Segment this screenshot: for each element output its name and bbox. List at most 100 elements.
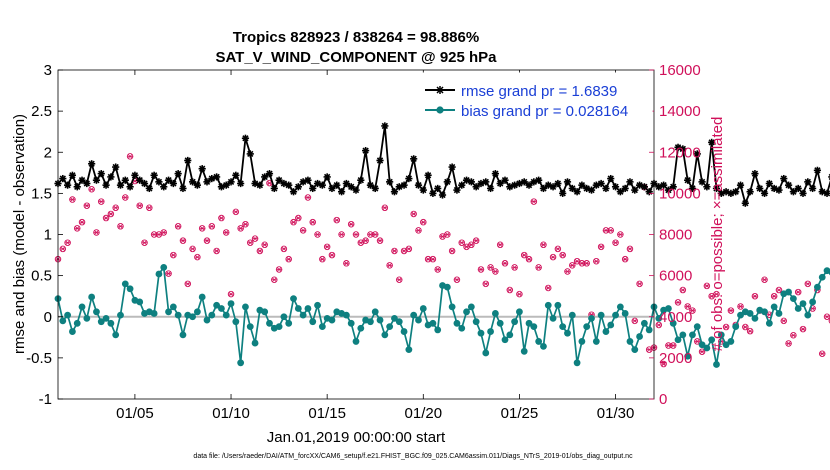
- obs-possible-point: [684, 303, 691, 310]
- rmse-point: [760, 189, 769, 197]
- obs-assimilated-point: [488, 265, 493, 270]
- rmse-point: [539, 184, 548, 193]
- bias-point: [597, 311, 605, 319]
- left-y-tick-label: 3: [44, 62, 52, 79]
- bias-point: [516, 308, 523, 316]
- obs-assimilated-point: [295, 215, 301, 221]
- obs-assimilated-point: [291, 219, 296, 225]
- obs-assimilated-point: [103, 215, 109, 221]
- obs-possible-point: [323, 243, 331, 251]
- bias-point: [189, 313, 196, 321]
- obs-possible-point: [722, 323, 730, 331]
- obs-possible-point: [271, 276, 278, 283]
- obs-assimilated-point: [247, 240, 253, 246]
- rmse-point: [467, 178, 475, 186]
- rmse-point: [559, 189, 567, 197]
- obs-possible-point: [727, 307, 735, 314]
- rmse-point: [438, 191, 447, 199]
- obs-assimilated-point: [137, 203, 143, 208]
- obs-assimilated-point: [286, 256, 292, 262]
- obs-assimilated-point: [223, 230, 229, 235]
- rmse-point: [443, 178, 451, 186]
- obs-assimilated-point: [473, 238, 479, 243]
- obs-possible-point: [275, 266, 283, 273]
- rmse-point: [741, 199, 749, 207]
- bias-point: [69, 328, 76, 335]
- rmse-point: [736, 181, 745, 189]
- obs-possible-point: [468, 241, 475, 249]
- bias-point: [213, 301, 221, 309]
- bias-point: [309, 318, 317, 326]
- bias-point: [102, 314, 110, 322]
- obs-assimilated-point: [795, 289, 801, 295]
- obs-assimilated-point: [65, 240, 71, 246]
- obs-assimilated-point: [627, 246, 633, 252]
- bias-point: [400, 328, 408, 335]
- obs-assimilated-point: [444, 232, 450, 237]
- obs-possible-point: [713, 290, 720, 298]
- obs-assimilated-point: [324, 244, 330, 250]
- bias-point: [530, 323, 538, 331]
- right-y-tick-label: 12000: [659, 144, 701, 161]
- x-tick-label: 01/05: [116, 405, 154, 422]
- obs-possible-point: [174, 223, 182, 230]
- rmse-point: [573, 188, 581, 196]
- bias-point: [520, 347, 528, 355]
- bias-point: [386, 323, 394, 331]
- bias-point: [501, 336, 509, 344]
- rmse-point: [246, 150, 254, 158]
- rmse-point: [823, 189, 830, 197]
- obs-assimilated-point: [690, 308, 695, 313]
- rmse-point: [568, 184, 576, 193]
- obs-assimilated-point: [781, 318, 787, 324]
- rmse-point: [304, 176, 312, 184]
- obs-possible-point: [381, 204, 389, 212]
- obs-assimilated-point: [252, 236, 258, 241]
- rmse-point: [126, 183, 134, 191]
- obs-assimilated-point: [714, 291, 719, 297]
- obs-assimilated-point: [185, 281, 191, 287]
- obs-possible-point: [444, 231, 451, 238]
- bias-point: [679, 331, 687, 339]
- rmse-point: [597, 179, 605, 188]
- obs-possible-point: [415, 227, 422, 234]
- bias-point: [732, 323, 740, 331]
- obs-possible-point: [828, 318, 830, 324]
- obs-assimilated-point: [98, 199, 104, 204]
- bias-point: [799, 300, 807, 307]
- bias-point: [371, 308, 379, 316]
- rmse-point: [112, 163, 120, 171]
- rmse-point: [237, 179, 245, 188]
- obs-assimilated-point: [569, 263, 575, 268]
- obs-assimilated-point: [747, 328, 753, 334]
- obs-possible-point: [165, 270, 172, 277]
- obs-assimilated-point: [214, 248, 220, 254]
- bias-point: [645, 326, 653, 334]
- obs-assimilated-point: [329, 252, 335, 258]
- obs-possible-point: [237, 225, 244, 232]
- obs-possible-point: [564, 268, 571, 275]
- obs-possible-point: [818, 350, 826, 358]
- rmse-point: [429, 189, 437, 197]
- rmse-point: [799, 189, 807, 197]
- bias-point: [227, 300, 235, 307]
- rmse-point: [362, 147, 370, 155]
- rmse-point: [746, 188, 754, 196]
- obs-possible-point: [227, 290, 235, 298]
- obs-possible-point: [636, 280, 643, 288]
- obs-possible-point: [530, 198, 538, 205]
- obs-possible-point: [405, 245, 413, 253]
- obs-possible-point: [194, 253, 201, 261]
- rmse-point: [97, 170, 105, 178]
- bias-point: [684, 352, 692, 360]
- obs-assimilated-point: [613, 240, 618, 246]
- rmse-point: [751, 170, 759, 178]
- obs-assimilated-point: [709, 293, 715, 299]
- obs-possible-point: [222, 229, 230, 236]
- left-y-tick-label: 1: [44, 227, 52, 244]
- obs-assimilated-point: [531, 199, 537, 204]
- right-y-tick-label: 10000: [659, 185, 701, 202]
- rmse-point: [549, 183, 557, 191]
- obs-assimilated-point: [694, 339, 700, 344]
- bias-point: [314, 301, 321, 309]
